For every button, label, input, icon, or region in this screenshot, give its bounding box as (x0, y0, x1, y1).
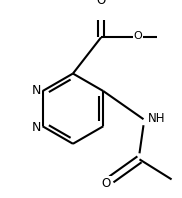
Text: N: N (32, 84, 41, 97)
Text: N: N (32, 121, 41, 134)
Text: O: O (102, 177, 111, 190)
Text: O: O (96, 0, 106, 7)
Text: NH: NH (147, 112, 165, 125)
Text: O: O (134, 31, 143, 41)
